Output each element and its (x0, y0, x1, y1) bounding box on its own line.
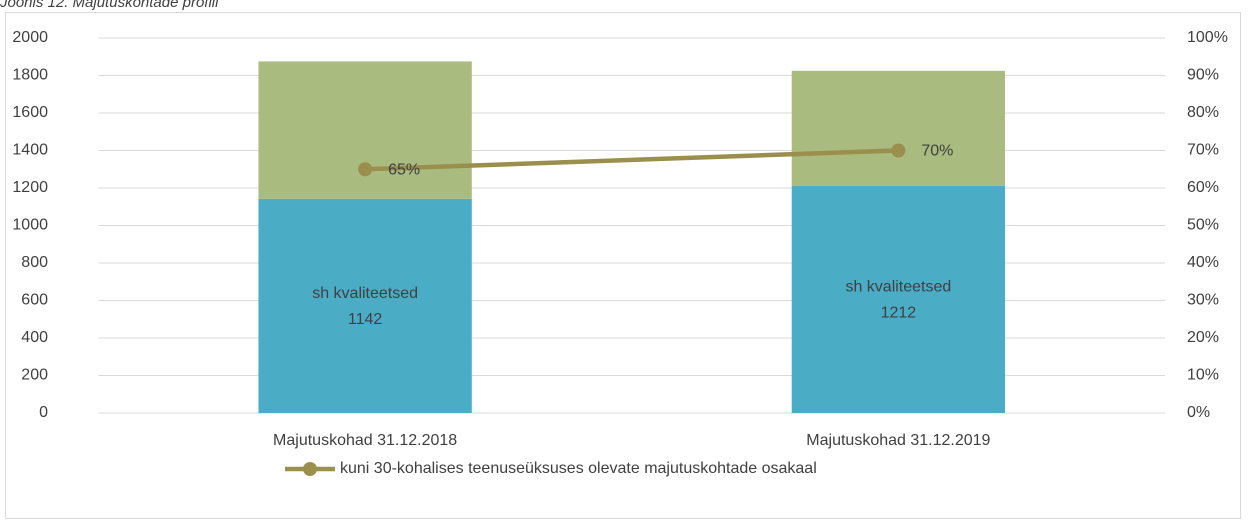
line-marker (358, 162, 373, 177)
line-marker (891, 143, 906, 158)
value-label: 1142 (348, 311, 383, 328)
bar-segment (258, 61, 472, 199)
bar-segment (791, 70, 1006, 186)
y2-tick-label: 80% (1187, 104, 1219, 121)
value-label: 1212 (881, 305, 917, 322)
x-tick-label: Majutuskohad 31.12.2018 (273, 432, 457, 449)
y2-tick-label: 10% (1187, 367, 1219, 384)
bar-segment (258, 198, 472, 413)
y2-tick-label: 90% (1187, 67, 1219, 84)
bar-segment (791, 185, 1006, 413)
y-tick-label: 1200 (12, 179, 48, 196)
y2-tick-label: 30% (1187, 292, 1219, 309)
y-tick-label: 400 (21, 329, 48, 346)
y-tick-label: 2000 (12, 29, 48, 46)
y2-tick-label: 20% (1187, 329, 1219, 346)
y-tick-label: 1800 (12, 67, 48, 84)
line (365, 148, 899, 172)
legend-label: kuni 30-kohalises teenuseüksuses olevate… (340, 460, 817, 477)
y-tick-label: 200 (21, 367, 48, 384)
chart-frame (5, 12, 1241, 519)
y2-tick-label: 40% (1187, 254, 1219, 271)
y2-tick-label: 70% (1187, 142, 1219, 159)
y-tick-label: 0 (39, 404, 48, 421)
y-tick-label: 1600 (12, 104, 48, 121)
x-tick-label: Majutuskohad 31.12.2019 (806, 432, 990, 449)
legend-marker (303, 462, 317, 476)
segment-label: sh kvaliteetsed (845, 279, 951, 296)
value-label: 70% (921, 143, 953, 160)
value-label: 65% (388, 161, 420, 178)
y-tick-label: 600 (21, 292, 48, 309)
chart-title: Joonis 12. Majutuskohtade profiil (0, 0, 219, 11)
y2-tick-label: 50% (1187, 217, 1219, 234)
y-tick-label: 800 (21, 254, 48, 271)
y-tick-label: 1000 (12, 217, 48, 234)
segment-label: sh kvaliteetsed (312, 285, 418, 302)
y2-tick-label: 60% (1187, 179, 1219, 196)
y2-tick-label: 0% (1187, 404, 1210, 421)
y2-tick-label: 100% (1187, 29, 1228, 46)
y-tick-label: 1400 (12, 142, 48, 159)
